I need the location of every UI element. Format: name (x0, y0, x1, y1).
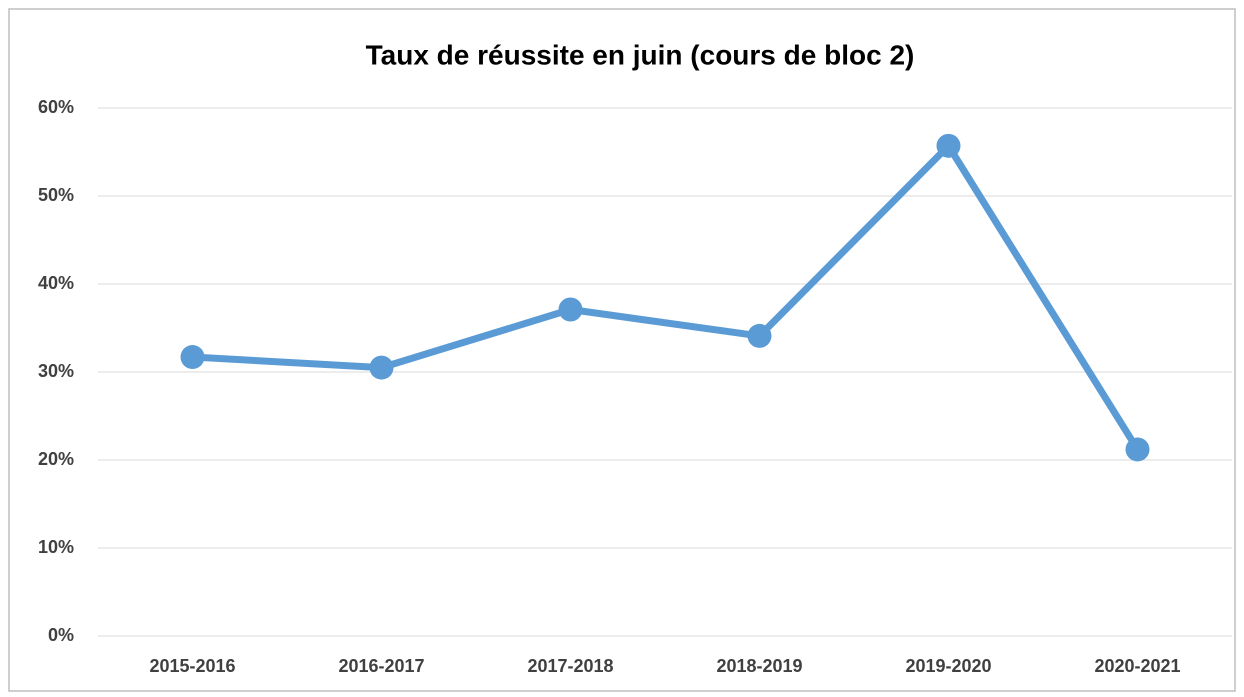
y-tick-label: 30% (38, 361, 74, 381)
x-tick-label: 2018-2019 (716, 656, 802, 676)
data-point (369, 355, 394, 380)
x-tick-label: 2017-2018 (527, 656, 613, 676)
y-tick-label: 10% (38, 537, 74, 557)
chart-title: Taux de réussite en juin (cours de bloc … (366, 39, 915, 70)
y-tick-label: 60% (38, 97, 74, 117)
data-point (747, 323, 772, 348)
data-line (189, 142, 1141, 453)
y-tick-label: 20% (38, 449, 74, 469)
x-tick-label: 2016-2017 (338, 656, 424, 676)
y-tick-label: 40% (38, 273, 74, 293)
x-tick-label: 2019-2020 (905, 656, 991, 676)
data-point (180, 345, 205, 370)
chart-border (8, 8, 1236, 692)
data-point (1125, 437, 1150, 462)
y-tick-label: 50% (38, 185, 74, 205)
x-tick-label: 2015-2016 (149, 656, 235, 676)
data-point (558, 297, 583, 322)
y-tick-label: 0% (48, 625, 74, 645)
x-tick-label: 2020-2021 (1094, 656, 1180, 676)
data-point (936, 133, 961, 158)
